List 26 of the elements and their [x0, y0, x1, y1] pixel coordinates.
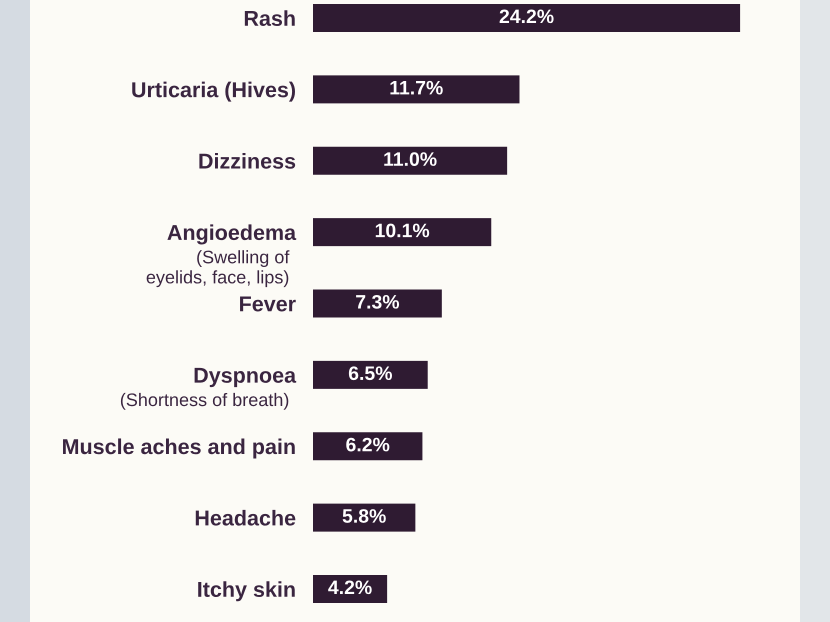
y-tick-label: Itchy skin	[198, 581, 295, 602]
category-label: Angioedema (Swelling of eyelids, face, lips)	[146, 224, 296, 288]
bar	[313, 4, 740, 32]
data-label: 5.8%	[342, 509, 386, 523]
y-tick-label: Fever	[240, 296, 296, 312]
data-label: 10.1%	[376, 224, 430, 238]
bar	[313, 504, 416, 532]
y-tick-label: Muscle aches and pain	[63, 438, 295, 459]
data-label: 6.2%	[346, 438, 390, 452]
data-label: 24.2%	[500, 9, 554, 24]
bar	[313, 75, 520, 104]
data-label: 7.3%	[356, 294, 400, 309]
y-tick-label: Urticaria (Hives)	[132, 82, 295, 102]
data-label: 4.2%	[328, 580, 372, 594]
y-tick-label: Dizziness	[199, 152, 296, 169]
bar	[313, 432, 422, 460]
bar	[313, 360, 428, 389]
y-tick-label: Headache	[196, 510, 296, 526]
y-tick-label: Rash	[244, 10, 295, 26]
bar	[313, 146, 508, 175]
category-label: Dyspnoea (Shortness of breath)	[120, 368, 296, 410]
data-label: 6.5%	[348, 366, 392, 380]
data-label: 11.0%	[384, 152, 437, 166]
data-label: 11.7%	[390, 80, 443, 95]
bar	[313, 218, 492, 246]
bar	[313, 290, 442, 318]
